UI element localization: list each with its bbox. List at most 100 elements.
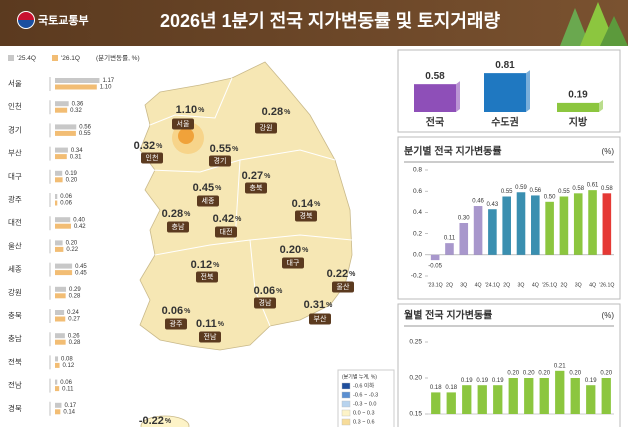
x-tick-label: 3Q — [460, 282, 467, 288]
legend-label: '25.4Q — [17, 55, 36, 62]
map-value-unit: % — [235, 216, 242, 223]
y-tick-label: 0.25 — [409, 339, 422, 346]
value-label: 0.45 — [75, 270, 87, 276]
value-label: 0.58 — [425, 71, 445, 82]
map-value-number: 0.06 — [254, 285, 275, 297]
x-tick-label: '24.1Q — [485, 282, 500, 288]
bar — [55, 107, 68, 113]
region-name: 세종 — [202, 196, 215, 205]
legend-label: -0.3 ~ 0.0 — [353, 401, 376, 407]
bar — [493, 385, 503, 414]
region-name: 강원 — [260, 123, 273, 132]
header-trees — [560, 2, 628, 46]
map-value: 0.06% — [254, 285, 283, 297]
korea-map — [139, 61, 353, 427]
map-value-number: 0.06 — [162, 305, 183, 317]
row-label: 경기 — [8, 124, 22, 134]
unit-note: (분기변동률, %) — [96, 53, 140, 62]
emblem-top — [18, 12, 34, 20]
region-tag — [165, 318, 187, 330]
bar — [431, 392, 441, 414]
region-tag — [209, 155, 231, 167]
bar — [516, 192, 526, 255]
y-tick-label: 0.4 — [413, 209, 422, 216]
bar — [55, 170, 63, 176]
map-value-unit: % — [184, 211, 191, 218]
region-tag — [254, 297, 276, 309]
category-label: 전국 — [426, 116, 444, 129]
value-label: 0.24 — [67, 310, 79, 316]
bar — [55, 402, 62, 408]
bar — [55, 286, 67, 292]
value-label: 0.20 — [66, 241, 78, 247]
row-label: 대구 — [8, 172, 22, 181]
value-label: 0.56 — [79, 125, 91, 131]
bar — [539, 378, 549, 414]
bar — [462, 385, 472, 414]
emblem-bottom — [18, 20, 34, 28]
bar — [55, 409, 61, 415]
bar — [55, 333, 65, 339]
bar — [55, 177, 63, 183]
map-value-unit: % — [264, 173, 271, 180]
row-label: 충남 — [8, 334, 22, 343]
map-value: 0.11% — [196, 318, 225, 330]
value-label: 0.36 — [72, 101, 84, 107]
bar — [502, 196, 511, 255]
row-label: 부산 — [8, 148, 22, 158]
region-tag — [141, 152, 163, 164]
map-value: -0.22% — [139, 415, 172, 427]
y-tick-label: 0.15 — [409, 411, 422, 418]
region-name: 경북 — [300, 211, 313, 220]
bar — [55, 293, 66, 299]
panel-title: 분기별 전국 지가변동률 — [404, 145, 502, 158]
bar — [55, 223, 71, 229]
region-name: 대전 — [220, 227, 233, 236]
bar — [484, 73, 526, 112]
value-label: 0.06 — [60, 194, 72, 200]
map-value-number: 0.55 — [210, 143, 231, 155]
legend-swatch — [341, 409, 351, 417]
row-label: 충북 — [8, 311, 22, 320]
value-label: 0.06 — [60, 380, 72, 386]
y-tick-label: 0.8 — [413, 167, 422, 174]
value-label: 0.22 — [66, 247, 78, 253]
row-label: 전북 — [8, 356, 22, 366]
value-label: 0.20 — [569, 371, 581, 377]
map-value: 0.22% — [327, 268, 356, 280]
legend-swatch — [341, 382, 351, 390]
map-value-unit: % — [198, 107, 205, 114]
ministry-name: 국토교통부 — [38, 14, 89, 27]
bar-side — [456, 81, 460, 112]
value-label: 1.17 — [102, 78, 114, 84]
value-label: 0.28 — [69, 340, 81, 346]
map-value: 0.06% — [162, 305, 191, 317]
x-tick-label: 2Q — [446, 282, 453, 288]
bar — [570, 378, 580, 414]
bar — [477, 385, 487, 414]
value-label: 0.19 — [492, 378, 504, 384]
value-label: 0.19 — [568, 90, 588, 101]
value-label: 0.27 — [68, 317, 80, 323]
value-label: 0.61 — [587, 183, 599, 189]
bar-side — [526, 70, 530, 112]
map-value: 0.14% — [292, 198, 321, 210]
value-label: 0.20 — [600, 371, 612, 377]
map-value-unit: % — [165, 418, 172, 425]
map-value: 1.10% — [176, 104, 205, 116]
region-tag — [245, 182, 267, 194]
row-label: 대전 — [8, 217, 22, 227]
y-tick-label: -0.2 — [411, 273, 423, 280]
map-value-number: 0.45 — [193, 182, 214, 194]
category-label: 수도권 — [491, 117, 519, 129]
region-tag — [255, 122, 277, 134]
value-label: 0.26 — [68, 333, 80, 339]
y-tick-label: 0.6 — [413, 188, 422, 195]
value-label: 0.31 — [70, 154, 82, 160]
value-label: 0.11 — [444, 236, 456, 242]
map-value-number: 0.20 — [280, 244, 301, 256]
map-value-number: 0.11 — [196, 318, 217, 330]
map-value-unit: % — [213, 262, 220, 269]
row-label: 인천 — [8, 101, 22, 111]
legend-swatch — [341, 418, 351, 426]
